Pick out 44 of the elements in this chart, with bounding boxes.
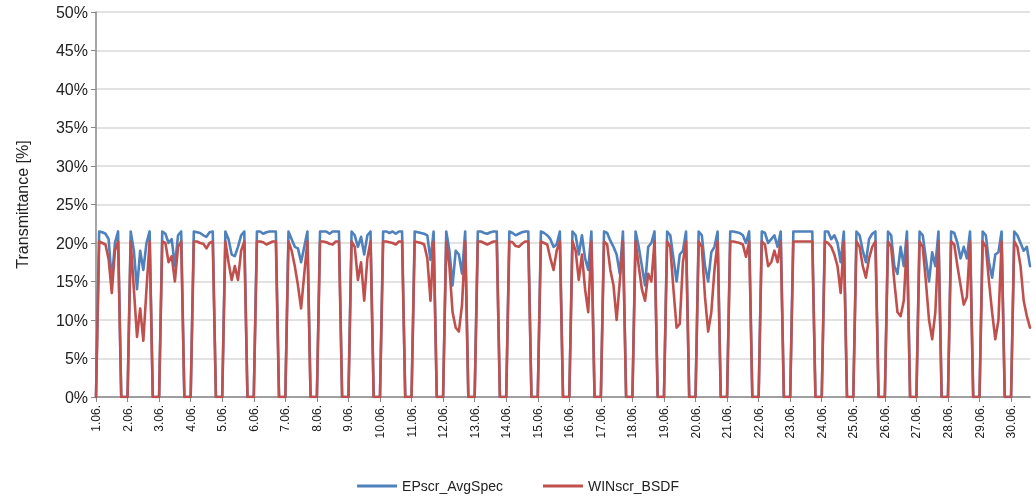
x-tick-label: 29.06.	[972, 405, 987, 439]
x-tick-label: 16.06.	[562, 405, 577, 439]
x-tick-label: 19.06.	[656, 405, 671, 439]
y-tick-label: 30%	[55, 157, 88, 175]
y-tick-label: 35%	[55, 119, 88, 136]
x-tick-label: 13.06.	[467, 405, 482, 439]
x-tick-label: 2.06.	[120, 405, 135, 432]
x-tick-label: 27.06.	[909, 405, 924, 439]
x-tick-label: 6.06.	[246, 405, 261, 432]
x-tick-label: 3.06.	[152, 405, 167, 432]
x-tick-label: 18.06.	[625, 405, 640, 439]
y-tick-label: 15%	[55, 273, 88, 290]
y-axis-title: Transmittance [%]	[13, 140, 31, 269]
x-tick-label: 15.06.	[530, 405, 545, 439]
x-tick-label: 21.06.	[720, 405, 735, 439]
legend-label: EPscr_AvgSpec	[402, 478, 503, 494]
x-tick-label: 10.06.	[372, 405, 387, 439]
x-tick-label: 25.06.	[846, 405, 861, 439]
x-tick-label: 11.06.	[404, 405, 419, 438]
x-tick-label: 17.06.	[593, 405, 608, 439]
x-tick-label: 28.06.	[940, 405, 955, 439]
y-tick-label: 45%	[55, 42, 88, 59]
x-tick-label: 22.06.	[751, 405, 766, 439]
x-tick-label: 7.06.	[278, 405, 293, 432]
x-tick-label: 8.06.	[309, 405, 324, 432]
x-tick-label: 24.06.	[814, 405, 829, 439]
y-tick-label: 0%	[64, 388, 88, 406]
x-tick-label: 1.06.	[89, 405, 103, 432]
x-tick-label: 20.06.	[688, 405, 703, 439]
x-tick-label: 12.06.	[436, 405, 451, 439]
y-tick-label: 10%	[55, 311, 88, 329]
x-tick-label: 4.06.	[183, 405, 198, 432]
x-tick-label: 23.06.	[783, 405, 798, 439]
y-tick-label: 20%	[55, 234, 88, 252]
y-tick-label: 40%	[55, 80, 88, 98]
y-tick-label: 5%	[64, 350, 88, 367]
legend-label: WINscr_BSDF	[587, 478, 679, 494]
x-tick-label: 5.06.	[215, 405, 230, 432]
y-tick-label: 50%	[55, 3, 88, 21]
x-tick-label: 26.06.	[877, 405, 892, 439]
x-tick-label: 14.06.	[499, 405, 514, 439]
x-tick-label: 9.06.	[341, 405, 356, 432]
x-tick-label: 30.06.	[1004, 405, 1019, 439]
y-tick-label: 25%	[55, 196, 88, 213]
